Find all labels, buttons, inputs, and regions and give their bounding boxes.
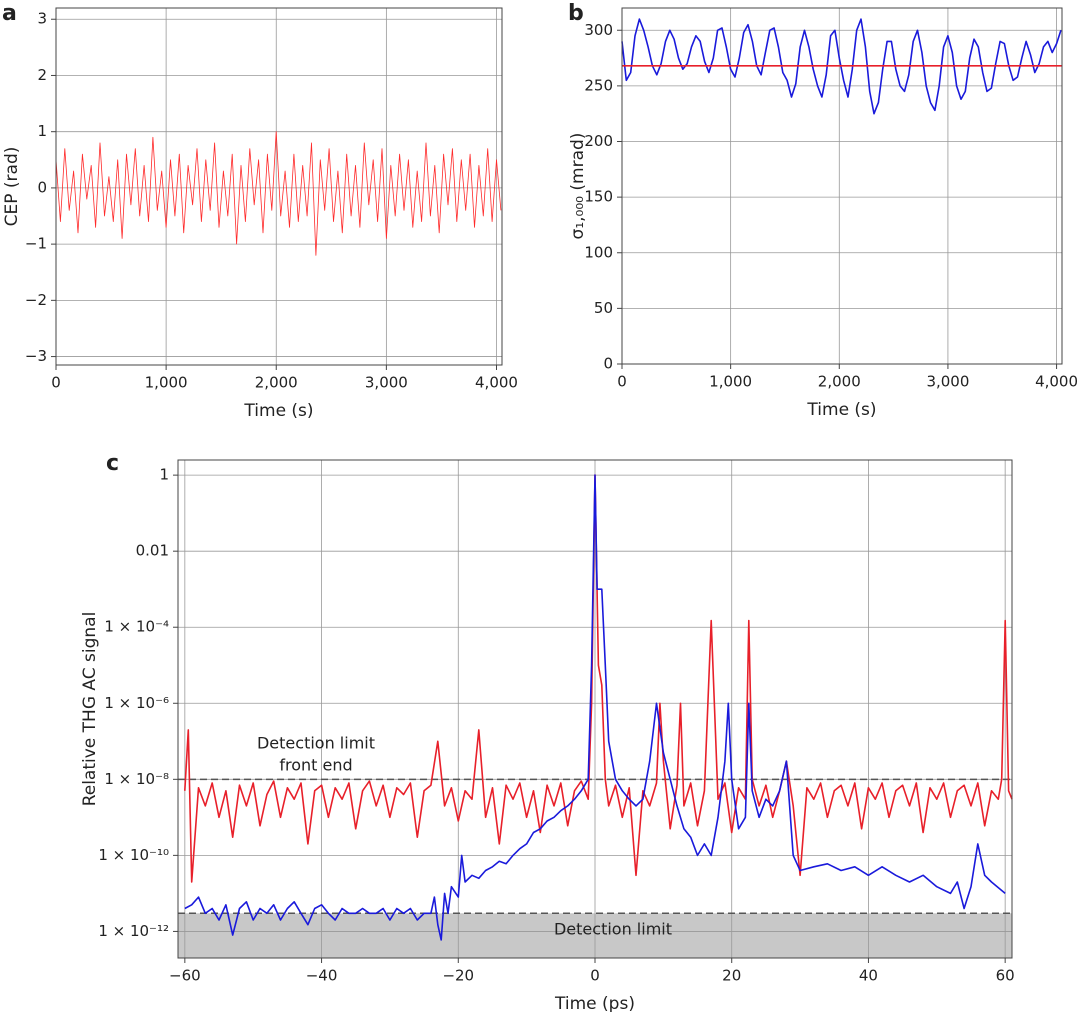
y-tick-label: −3 bbox=[25, 347, 47, 365]
x-tick-label: 0 bbox=[617, 373, 627, 391]
y-axis-label: σ₁,₀₀₀ (mrad) bbox=[568, 133, 588, 240]
y-tick-label: −1 bbox=[25, 235, 47, 253]
y-tick-label: 2 bbox=[37, 66, 47, 84]
annotation: Detection limit bbox=[554, 920, 672, 939]
x-tick-label: 20 bbox=[722, 967, 741, 985]
y-tick-label: 3 bbox=[37, 10, 47, 28]
x-tick-label: 0 bbox=[590, 967, 600, 985]
y-tick-label: 50 bbox=[594, 299, 613, 317]
data-line bbox=[184, 474, 1006, 941]
plot-frame bbox=[177, 459, 1013, 959]
x-tick-label: −40 bbox=[306, 967, 338, 985]
data-line bbox=[55, 131, 502, 256]
y-tick-label: 150 bbox=[584, 188, 613, 206]
y-tick-label: 1 × 10⁻⁶ bbox=[104, 694, 169, 712]
x-tick-label: 60 bbox=[996, 967, 1015, 985]
data-line bbox=[184, 474, 1013, 883]
y-tick-label: 0 bbox=[37, 178, 47, 196]
x-axis-label: Time (s) bbox=[243, 401, 313, 421]
x-tick-label: 0 bbox=[51, 374, 61, 392]
panel-label: a bbox=[2, 1, 17, 26]
x-axis-label: Time (ps) bbox=[554, 994, 635, 1012]
y-axis-label: CEP (rad) bbox=[2, 147, 22, 227]
panel-label: c bbox=[106, 451, 119, 476]
y-tick-label: 1 × 10⁻¹² bbox=[98, 922, 169, 940]
y-axis-label: Relative THG AC signal bbox=[80, 612, 100, 807]
y-tick-label: 1 bbox=[159, 466, 169, 484]
x-tick-label: 2,000 bbox=[818, 373, 861, 391]
x-tick-label: 1,000 bbox=[145, 374, 188, 392]
plot-frame bbox=[621, 7, 1063, 365]
panel: c 1 × 10⁻¹² 1 × 10⁻¹⁰ 1 × 10⁻⁸ 1 × 10⁻⁶ 1 × 1… bbox=[80, 451, 1015, 1012]
panel-label: b bbox=[568, 1, 584, 26]
panel: a −3 −2 −1 0 1 2 3 0 1,000 2,000 3,000 4,000 Time (s)… bbox=[2, 1, 518, 421]
panel: b 0 50 100 150 200 250 300 0 1,000 2,000 3,000 4,000… bbox=[568, 1, 1078, 420]
y-tick-label: 100 bbox=[584, 243, 613, 261]
x-tick-label: −60 bbox=[169, 967, 201, 985]
x-tick-label: −20 bbox=[442, 967, 474, 985]
x-tick-label: 4,000 bbox=[1035, 373, 1078, 391]
y-tick-label: 0.01 bbox=[136, 542, 169, 560]
x-tick-label: 3,000 bbox=[926, 373, 969, 391]
x-tick-label: 40 bbox=[859, 967, 878, 985]
x-tick-label: 3,000 bbox=[365, 374, 408, 392]
y-tick-label: 1 × 10⁻⁸ bbox=[104, 770, 169, 788]
y-tick-label: −2 bbox=[25, 291, 47, 309]
y-tick-label: 200 bbox=[584, 132, 613, 150]
plot-frame bbox=[55, 7, 503, 366]
y-tick-label: 1 × 10⁻¹⁰ bbox=[98, 846, 169, 864]
y-tick-label: 250 bbox=[584, 76, 613, 94]
x-axis-label: Time (s) bbox=[806, 400, 876, 420]
annotation: Detection limit bbox=[257, 734, 375, 753]
data-line bbox=[621, 18, 1062, 115]
y-tick-label: 1 × 10⁻⁴ bbox=[104, 618, 169, 636]
y-tick-label: 300 bbox=[584, 21, 613, 39]
annotation: front end bbox=[279, 756, 352, 775]
x-tick-label: 4,000 bbox=[475, 374, 518, 392]
x-tick-label: 2,000 bbox=[255, 374, 298, 392]
y-tick-label: 1 bbox=[37, 122, 47, 140]
y-tick-label: 0 bbox=[603, 355, 613, 373]
x-tick-label: 1,000 bbox=[709, 373, 752, 391]
